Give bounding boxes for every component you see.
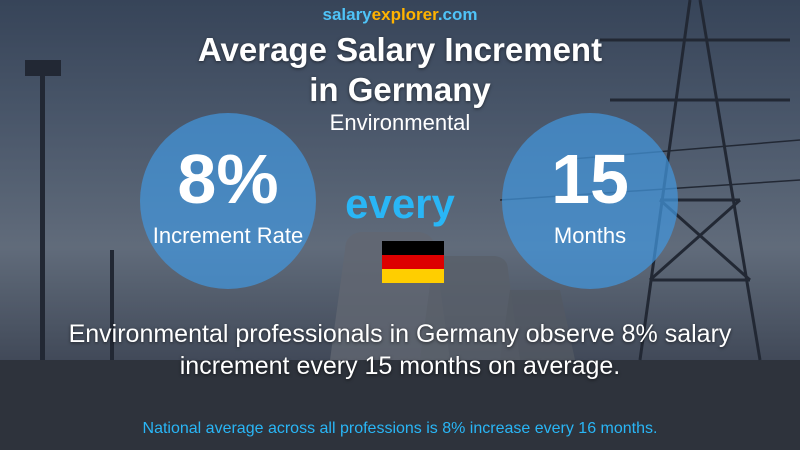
flag-stripe-black [382, 241, 444, 255]
months-value: 15 [551, 140, 629, 218]
every-connector: every [345, 180, 455, 227]
months-label: Months [553, 223, 627, 248]
brand-logo[interactable]: salaryexplorer.com [0, 5, 800, 25]
increment-rate-value: 8% [177, 140, 279, 218]
description-line-1: Environmental professionals in Germany o… [68, 320, 732, 348]
flag-stripe-red [382, 255, 444, 269]
germany-flag-icon [382, 241, 444, 283]
flag-stripe-gold [382, 269, 444, 283]
title-line-1: Average Salary Increment [197, 31, 603, 68]
brand-part-com: .com [437, 5, 478, 24]
title-line-2: in Germany [309, 71, 491, 108]
page-title: Average Salary Increment in Germany [0, 30, 800, 110]
brand-part-salary: salary [322, 5, 372, 24]
profession-subtitle: Environmental [329, 110, 471, 135]
national-average-note: National average across all professions … [142, 420, 658, 437]
months-circle: 15 Months [502, 113, 678, 289]
increment-rate-circle: 8% Increment Rate [140, 113, 316, 289]
description-line-2: increment every 15 months on average. [179, 352, 621, 380]
description: Environmental professionals in Germany o… [0, 318, 800, 382]
brand-part-explorer: explorer [371, 5, 438, 24]
increment-rate-label: Increment Rate [152, 223, 304, 248]
